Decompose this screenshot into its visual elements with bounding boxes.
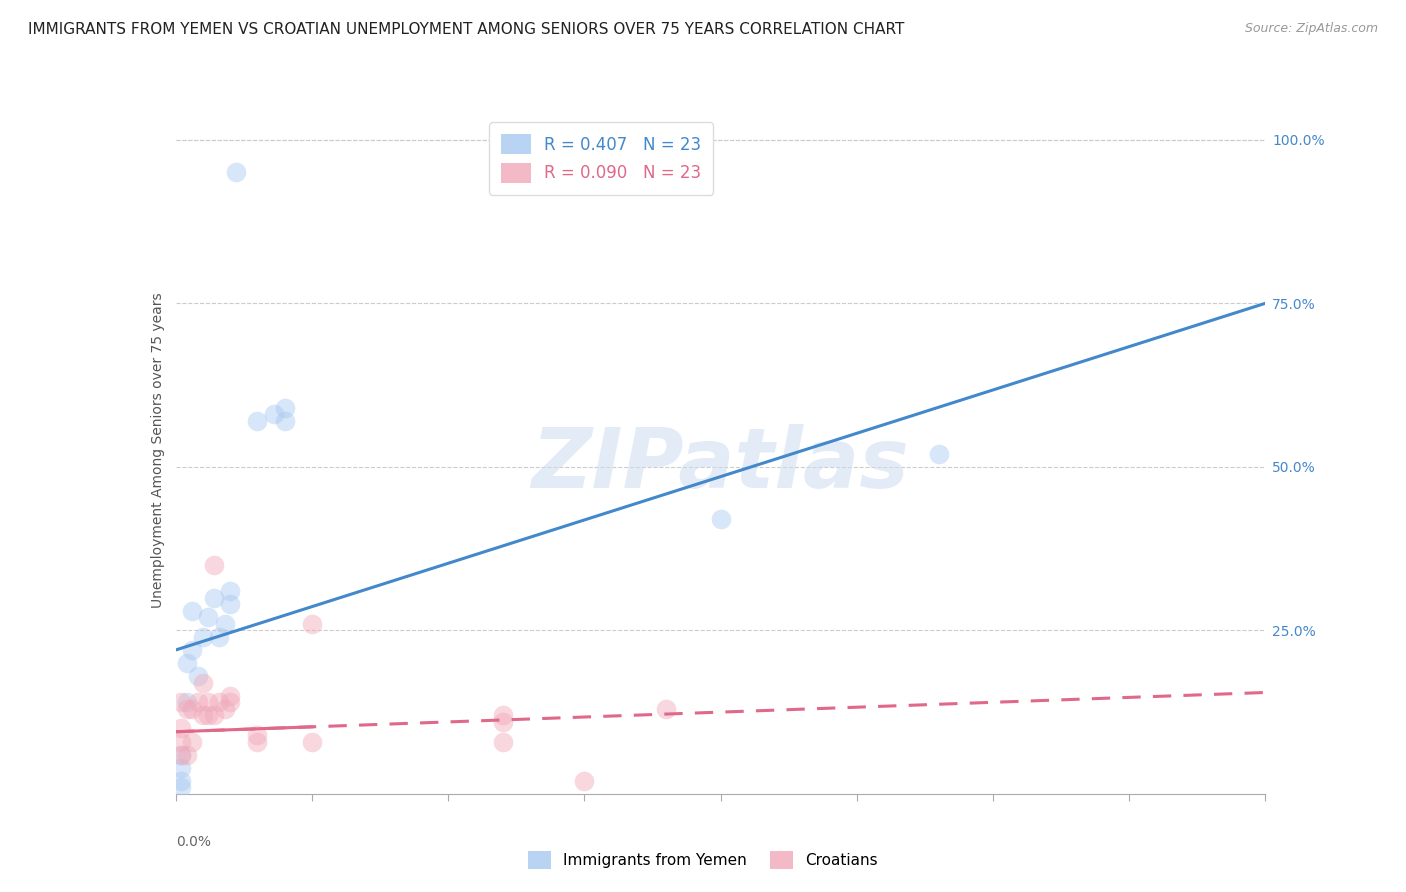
Point bbox=[246, 728, 269, 742]
Point bbox=[214, 616, 236, 631]
Point bbox=[492, 734, 515, 748]
Legend: Immigrants from Yemen, Croatians: Immigrants from Yemen, Croatians bbox=[522, 845, 884, 875]
Legend: R = 0.407   N = 23, R = 0.090   N = 23: R = 0.407 N = 23, R = 0.090 N = 23 bbox=[489, 122, 713, 194]
Point bbox=[246, 414, 269, 428]
Point bbox=[219, 597, 242, 611]
Point bbox=[197, 695, 219, 709]
Point bbox=[492, 708, 515, 723]
Point bbox=[176, 656, 198, 670]
Point bbox=[208, 630, 231, 644]
Point bbox=[176, 747, 198, 762]
Point bbox=[274, 401, 297, 415]
Point bbox=[202, 708, 225, 723]
Point bbox=[197, 610, 219, 624]
Text: 0.0%: 0.0% bbox=[176, 835, 211, 849]
Point bbox=[176, 695, 198, 709]
Point bbox=[197, 708, 219, 723]
Point bbox=[170, 780, 193, 795]
Point bbox=[655, 702, 678, 716]
Point bbox=[710, 512, 733, 526]
Point bbox=[186, 669, 209, 683]
Point bbox=[214, 702, 236, 716]
Text: ZIPatlas: ZIPatlas bbox=[531, 424, 910, 505]
Point bbox=[191, 630, 214, 644]
Point bbox=[170, 773, 193, 788]
Point bbox=[219, 584, 242, 599]
Point bbox=[186, 695, 209, 709]
Point bbox=[181, 604, 204, 618]
Point bbox=[202, 591, 225, 605]
Point bbox=[202, 558, 225, 572]
Point bbox=[492, 714, 515, 729]
Point bbox=[176, 702, 198, 716]
Point bbox=[219, 689, 242, 703]
Point bbox=[191, 708, 214, 723]
Point bbox=[181, 702, 204, 716]
Point bbox=[208, 695, 231, 709]
Point bbox=[181, 734, 204, 748]
Text: IMMIGRANTS FROM YEMEN VS CROATIAN UNEMPLOYMENT AMONG SENIORS OVER 75 YEARS CORRE: IMMIGRANTS FROM YEMEN VS CROATIAN UNEMPL… bbox=[28, 22, 904, 37]
Point bbox=[170, 747, 193, 762]
Point bbox=[191, 675, 214, 690]
Point bbox=[181, 643, 204, 657]
Y-axis label: Unemployment Among Seniors over 75 years: Unemployment Among Seniors over 75 years bbox=[150, 293, 165, 608]
Point bbox=[928, 447, 950, 461]
Point bbox=[574, 773, 596, 788]
Point bbox=[263, 408, 285, 422]
Point bbox=[225, 165, 247, 179]
Point bbox=[170, 722, 193, 736]
Point bbox=[246, 734, 269, 748]
Point bbox=[219, 695, 242, 709]
Point bbox=[274, 414, 297, 428]
Point bbox=[170, 695, 193, 709]
Point bbox=[301, 616, 323, 631]
Point bbox=[301, 734, 323, 748]
Point bbox=[170, 761, 193, 775]
Text: Source: ZipAtlas.com: Source: ZipAtlas.com bbox=[1244, 22, 1378, 36]
Point bbox=[170, 747, 193, 762]
Point bbox=[170, 734, 193, 748]
